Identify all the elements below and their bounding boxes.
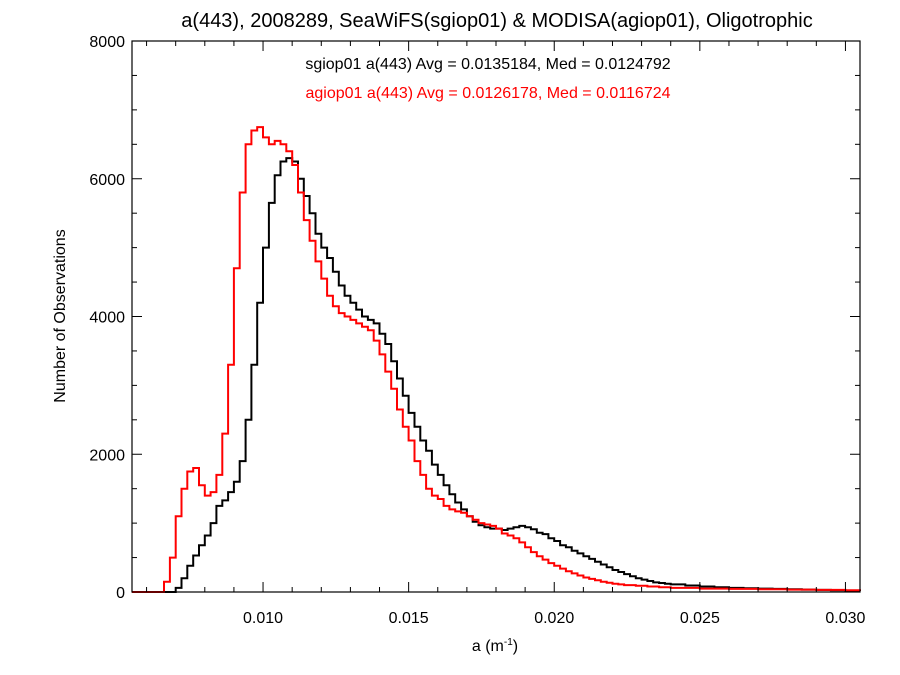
x-axis-label-superscript: -1 <box>504 637 513 648</box>
sgiop01-annotation: sgiop01 a(443) Avg = 0.0135184, Med = 0.… <box>305 56 670 73</box>
axis-layer: 0.010 0.015 0.020 0.025 0.030 0 2000 4000 6000 80… <box>89 34 865 627</box>
x-tick-label: 0.030 <box>825 610 865 627</box>
x-axis-label-main: a (m <box>472 638 504 655</box>
sgiop01-series-line <box>132 157 861 593</box>
y-axis-label: Number of Observations <box>52 229 69 402</box>
y-tick-label: 4000 <box>89 310 125 327</box>
y-tick-label: 2000 <box>89 447 125 464</box>
x-tick-label: 0.020 <box>534 610 574 627</box>
plot-frame <box>131 40 861 593</box>
x-tick-label: 0.010 <box>243 610 283 627</box>
x-tick-label: 0.025 <box>680 610 720 627</box>
agiop01-series-line <box>132 126 861 593</box>
x-tick-label: 0.015 <box>389 610 429 627</box>
x-axis-label-close: ) <box>513 638 518 655</box>
series-layer <box>132 126 861 593</box>
y-tick-label: 8000 <box>89 34 125 51</box>
chart-title: a(443), 2008289, SeaWiFS(sgiop01) & MODI… <box>181 10 812 32</box>
y-tick-label: 0 <box>116 585 125 602</box>
agiop01-annotation: agiop01 a(443) Avg = 0.0126178, Med = 0.… <box>305 85 670 102</box>
y-tick-label: 6000 <box>89 172 125 189</box>
x-axis-label: a (m-1) <box>472 637 518 655</box>
